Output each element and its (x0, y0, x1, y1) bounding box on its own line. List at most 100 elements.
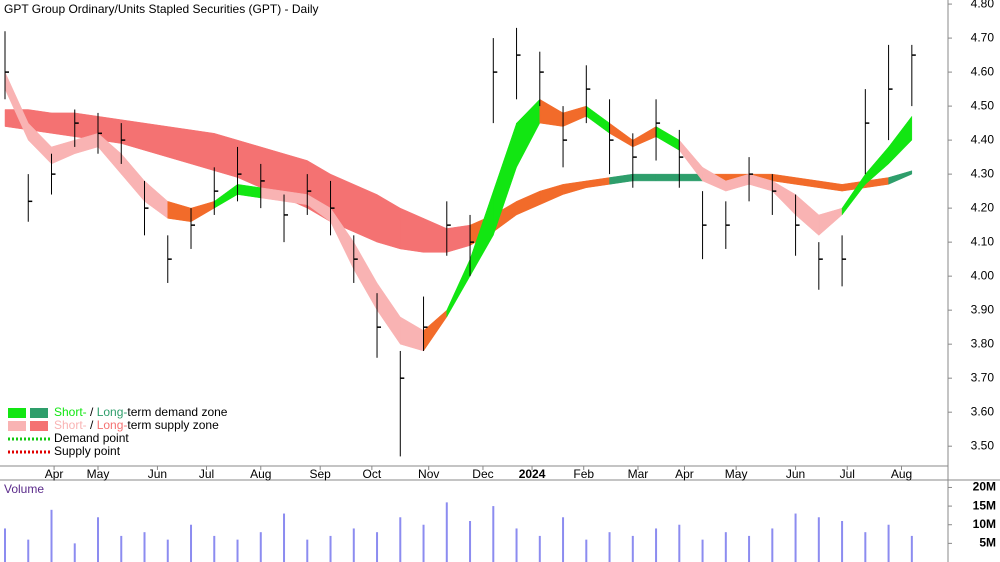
x-tick-label: Apr (675, 467, 694, 481)
volume-bar (631, 535, 634, 562)
y-tick-label: 4.70 (971, 30, 995, 44)
y-tick-label: 4.40 (971, 132, 995, 146)
volume-bar (73, 543, 76, 562)
volume-bar (376, 532, 379, 562)
legend-label-part: / (87, 405, 97, 419)
volume-bar (120, 535, 123, 562)
chart-title: GPT Group Ordinary/Units Stapled Securit… (4, 2, 319, 16)
volume-bar (608, 532, 611, 562)
volume-bar (515, 528, 518, 562)
legend-label-part: Long- (97, 418, 128, 432)
volume-bar (771, 528, 774, 562)
y-tick-label: 4.50 (971, 98, 995, 112)
y-tick-label: 20M (973, 480, 996, 494)
legend-label-part: Short- (54, 418, 87, 432)
x-tick-label: Jul (199, 467, 214, 481)
zone-band (888, 115, 913, 165)
volume-bar (306, 539, 309, 562)
x-tick-label: Dec (472, 467, 493, 481)
x-tick-label: May (725, 467, 748, 481)
volume-bar (724, 532, 727, 562)
volume-bar (562, 517, 565, 562)
volume-bar (701, 539, 704, 562)
y-tick-label: 3.60 (971, 404, 995, 418)
legend-label: Demand point (54, 431, 129, 445)
y-tick-label: 4.30 (971, 166, 995, 180)
volume-bar (469, 521, 472, 562)
legend-label-part: Long- (97, 405, 128, 419)
y-tick-label: 4.00 (971, 268, 995, 282)
volume-bar (190, 524, 193, 562)
volume-bar (655, 528, 658, 562)
volume-bar (817, 517, 820, 562)
volume-bar (97, 517, 100, 562)
zone-band (353, 183, 378, 243)
legend-label: Supply point (54, 444, 121, 458)
y-tick-label: 15M (973, 498, 996, 512)
y-tick-label: 3.90 (971, 302, 995, 316)
volume-label: Volume (4, 482, 44, 496)
legend-label-part: term demand zone (127, 405, 227, 419)
x-tick-label: Mar (628, 467, 649, 481)
volume-bar (887, 524, 890, 562)
zone-band (190, 129, 215, 172)
x-tick-label: 2024 (519, 467, 546, 481)
volume-bar (841, 521, 844, 562)
x-tick-label: Jun (786, 467, 805, 481)
volume-bar (864, 532, 867, 562)
y-tick-label: 4.60 (971, 64, 995, 78)
volume-bar (678, 524, 681, 562)
volume-bar (213, 535, 216, 562)
volume-bar (166, 539, 169, 562)
x-tick-label: Jun (148, 467, 167, 481)
legend-swatch (30, 421, 48, 431)
y-tick-label: 4.20 (971, 200, 995, 214)
volume-bar (794, 513, 797, 562)
volume-bar (445, 502, 448, 562)
y-tick-label: 3.70 (971, 370, 995, 384)
y-tick-label: 4.10 (971, 234, 995, 248)
volume-bar (50, 509, 53, 562)
x-tick-label: Feb (573, 467, 594, 481)
volume-bar (4, 528, 6, 562)
zone-band (51, 112, 76, 138)
volume-bar (748, 535, 751, 562)
zone-band (167, 126, 192, 165)
volume-bar (259, 532, 262, 562)
legend-label-part: Short- (54, 405, 87, 419)
zone-band (214, 132, 238, 178)
legend-label-part: term supply zone (127, 418, 219, 432)
legend-label-part: / (87, 418, 97, 432)
volume-bar (910, 535, 913, 562)
volume-bar (538, 535, 541, 562)
x-tick-label: Aug (250, 467, 271, 481)
y-tick-label: 4.80 (971, 0, 995, 10)
y-tick-label: 5M (979, 536, 996, 550)
x-tick-label: Oct (363, 467, 382, 481)
volume-bar (283, 513, 286, 562)
x-tick-label: Aug (891, 467, 912, 481)
volume-bar (492, 506, 495, 562)
zone-band (888, 170, 913, 185)
x-tick-label: Jul (840, 467, 855, 481)
y-tick-label: 3.80 (971, 336, 995, 350)
y-tick-label: 3.50 (971, 438, 995, 452)
x-tick-label: Sep (310, 467, 332, 481)
legend-label: Short- / Long-term supply zone (54, 418, 219, 432)
legend-swatch (30, 408, 48, 418)
volume-bar (143, 532, 146, 562)
zone-band (655, 173, 680, 182)
legend-label: Short- / Long-term demand zone (54, 405, 228, 419)
volume-bar (422, 524, 425, 562)
x-tick-label: Nov (418, 467, 439, 481)
volume-bar (27, 539, 30, 562)
volume-bar (352, 528, 355, 562)
volume-bar (585, 539, 588, 562)
volume-bar (399, 517, 402, 562)
volume-bar (236, 539, 239, 562)
legend-swatch (8, 408, 26, 418)
x-tick-label: May (87, 467, 110, 481)
y-tick-label: 10M (973, 517, 996, 531)
